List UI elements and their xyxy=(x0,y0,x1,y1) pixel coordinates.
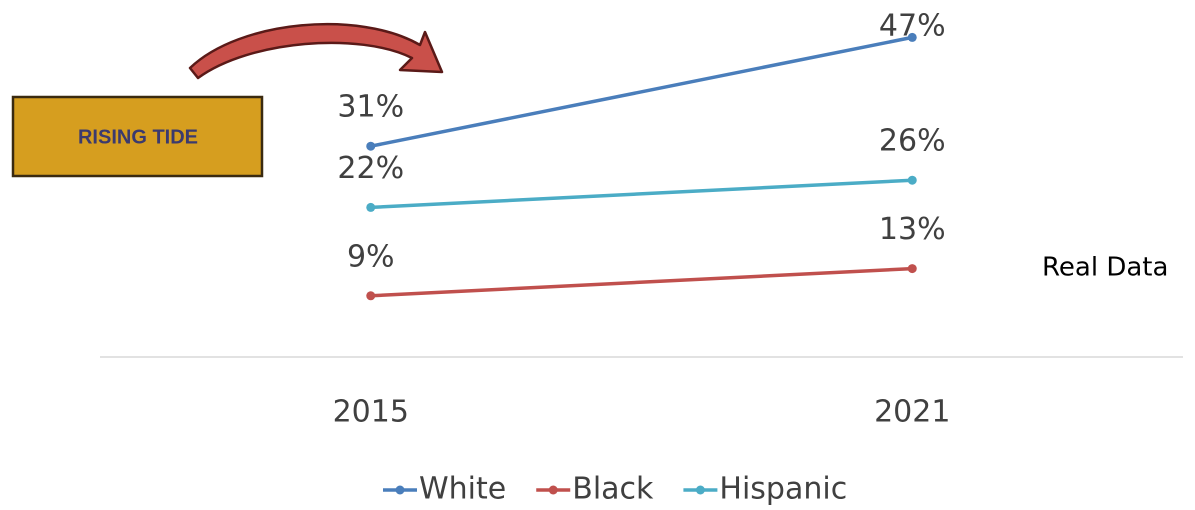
marker xyxy=(907,175,917,185)
legend-marker xyxy=(548,485,558,495)
legend-label: Black xyxy=(572,472,654,507)
value-label: 22% xyxy=(337,151,404,186)
marker xyxy=(366,202,376,212)
annotation: Real Data xyxy=(1042,253,1168,283)
legend-marker xyxy=(395,485,405,495)
value-label: 26% xyxy=(879,124,946,159)
x-tick-label: 2021 xyxy=(874,395,950,430)
x-tick-label: 2015 xyxy=(333,395,409,430)
line xyxy=(370,178,913,210)
marker xyxy=(366,141,376,151)
legend-label: White xyxy=(419,472,506,507)
value-label: 47% xyxy=(879,9,946,44)
line xyxy=(370,266,913,298)
marker xyxy=(366,291,376,301)
legend-marker xyxy=(695,485,705,495)
value-label: 31% xyxy=(337,90,404,125)
legend-label: Hispanic xyxy=(719,472,847,507)
annotation: RISING TIDE xyxy=(78,126,198,148)
value-label: 13% xyxy=(879,212,946,247)
marker xyxy=(907,264,917,274)
marker xyxy=(907,32,917,42)
arrow-decoration xyxy=(188,22,444,80)
annotation-box xyxy=(11,95,264,178)
line xyxy=(370,35,913,148)
value-label: 9% xyxy=(347,239,395,274)
